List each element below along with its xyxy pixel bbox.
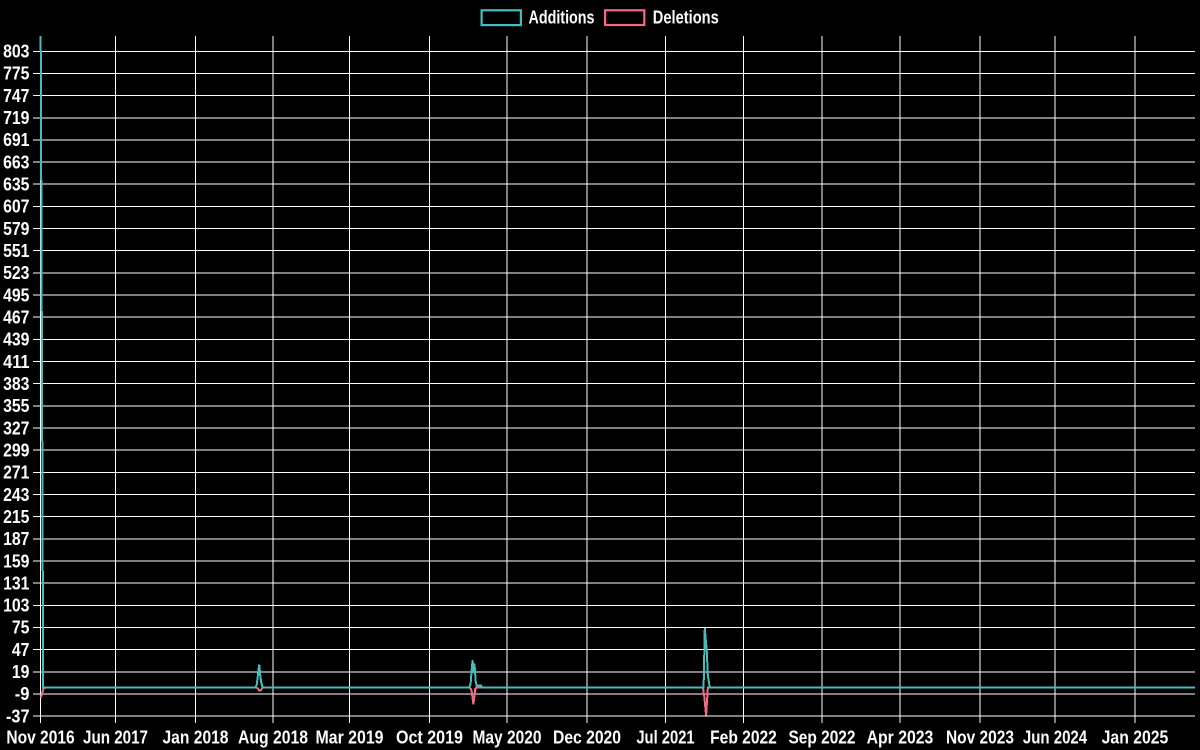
- svg-text:75: 75: [12, 618, 30, 638]
- svg-text:Jan 2018: Jan 2018: [163, 727, 229, 747]
- svg-text:383: 383: [3, 374, 29, 394]
- svg-text:May 2020: May 2020: [473, 727, 542, 747]
- svg-text:187: 187: [3, 529, 29, 549]
- svg-text:Jul 2021: Jul 2021: [636, 727, 694, 747]
- svg-text:663: 663: [3, 152, 29, 172]
- svg-text:691: 691: [3, 130, 29, 150]
- svg-text:803: 803: [3, 41, 29, 61]
- svg-text:Deletions: Deletions: [653, 8, 719, 28]
- svg-text:Jun 2024: Jun 2024: [1023, 727, 1087, 747]
- svg-text:Dec 2020: Dec 2020: [553, 727, 621, 747]
- svg-text:411: 411: [3, 352, 29, 372]
- svg-text:607: 607: [3, 197, 29, 217]
- svg-text:Nov 2023: Nov 2023: [946, 727, 1014, 747]
- svg-text:355: 355: [3, 396, 29, 416]
- svg-text:Additions: Additions: [529, 8, 595, 28]
- svg-text:747: 747: [3, 86, 29, 106]
- svg-text:Nov 2016: Nov 2016: [6, 727, 74, 747]
- svg-text:Jun 2017: Jun 2017: [83, 727, 148, 747]
- svg-text:19: 19: [12, 662, 30, 682]
- svg-text:271: 271: [3, 463, 29, 483]
- svg-text:Oct 2019: Oct 2019: [396, 727, 463, 747]
- svg-text:495: 495: [3, 285, 29, 305]
- svg-text:523: 523: [3, 263, 29, 283]
- svg-text:103: 103: [3, 596, 29, 616]
- svg-text:Feb 2022: Feb 2022: [710, 727, 777, 747]
- svg-text:-37: -37: [6, 706, 30, 726]
- svg-text:Apr 2023: Apr 2023: [867, 727, 934, 747]
- svg-text:-9: -9: [15, 684, 30, 704]
- svg-text:47: 47: [12, 640, 30, 660]
- svg-text:327: 327: [3, 418, 29, 438]
- svg-text:719: 719: [3, 108, 29, 128]
- svg-text:Sep 2022: Sep 2022: [789, 727, 856, 747]
- svg-text:Aug 2018: Aug 2018: [238, 727, 308, 747]
- svg-text:243: 243: [3, 485, 29, 505]
- svg-text:159: 159: [3, 551, 29, 571]
- svg-text:775: 775: [3, 64, 29, 84]
- svg-text:Jan 2025: Jan 2025: [1102, 727, 1169, 747]
- svg-text:439: 439: [3, 330, 29, 350]
- svg-text:551: 551: [3, 241, 29, 261]
- svg-text:299: 299: [3, 440, 29, 460]
- svg-text:635: 635: [3, 174, 29, 194]
- svg-text:579: 579: [3, 219, 29, 239]
- svg-text:Mar 2019: Mar 2019: [316, 727, 384, 747]
- svg-text:131: 131: [3, 573, 29, 593]
- svg-text:467: 467: [3, 307, 29, 327]
- svg-text:215: 215: [3, 507, 29, 527]
